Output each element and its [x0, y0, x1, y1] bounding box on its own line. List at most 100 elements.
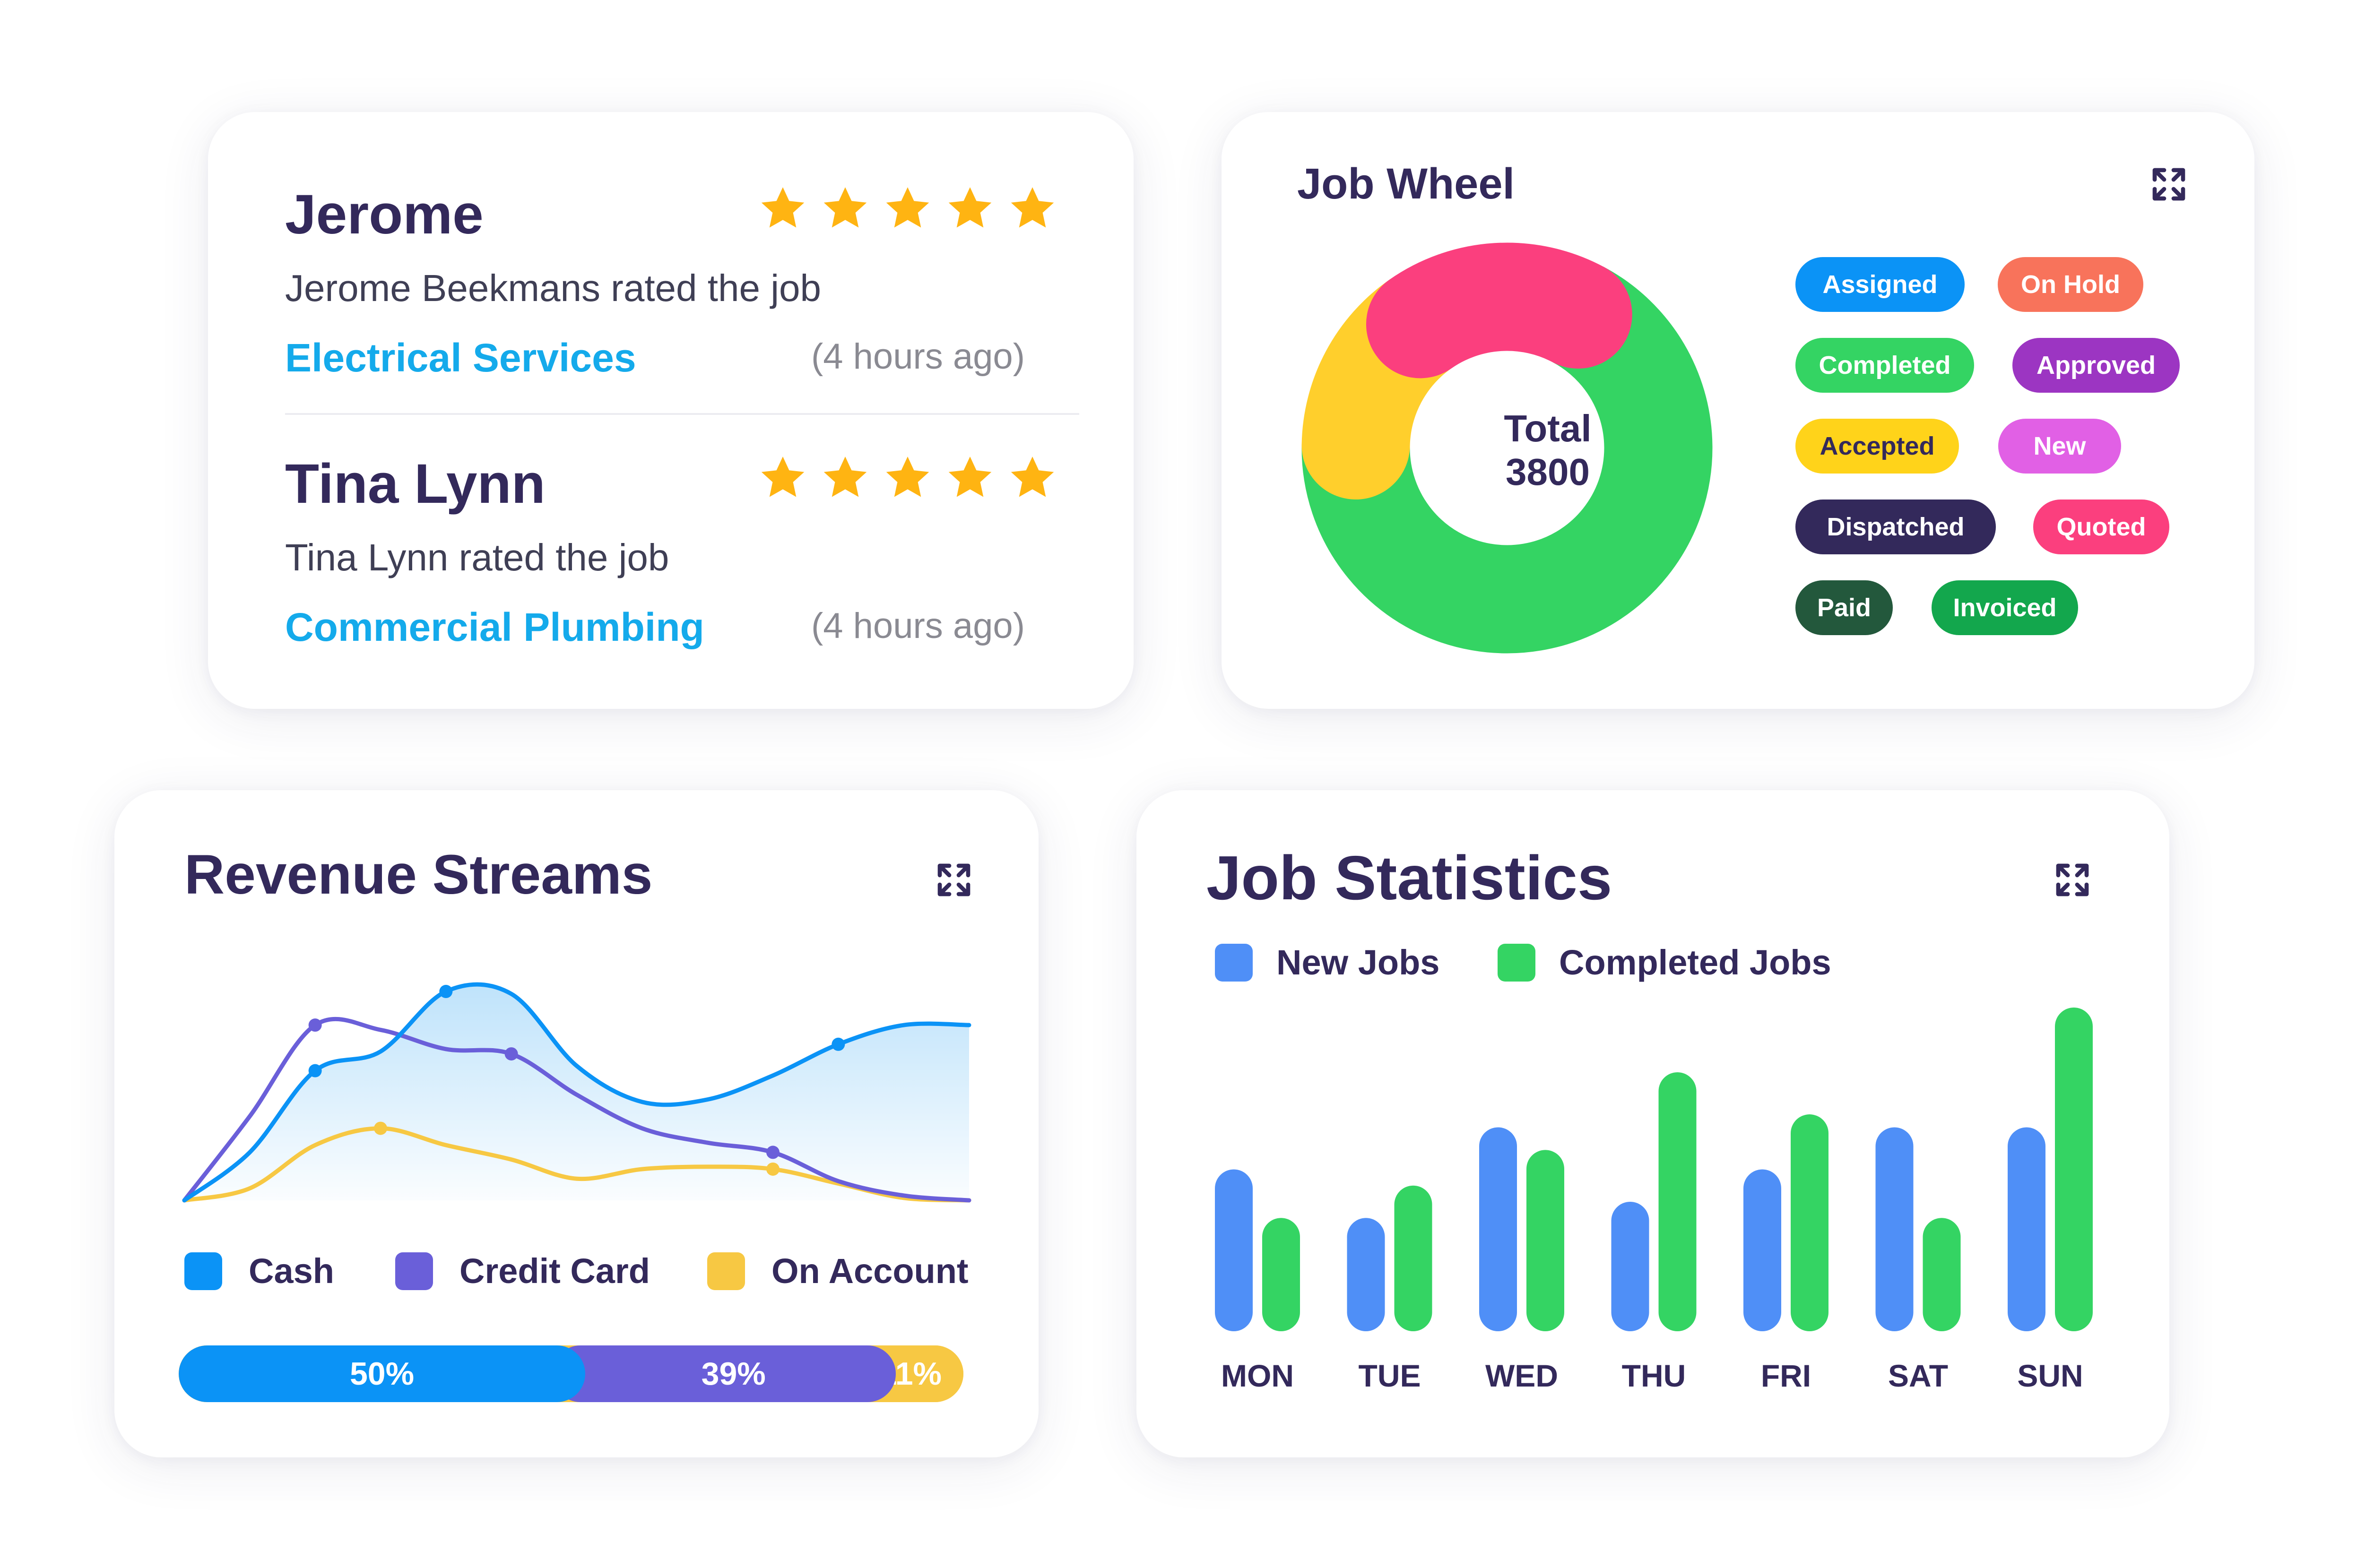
- breakdown-segment-cash: 50%: [179, 1345, 585, 1402]
- star-icon: [886, 187, 929, 228]
- star-rating: [758, 453, 1057, 503]
- donut-slice: [1366, 242, 1632, 379]
- legend-item-completed-jobs: Completed Jobs: [1498, 944, 1831, 982]
- x-axis-label: MON: [1221, 1358, 1294, 1393]
- legend-item-cash: Cash: [184, 1252, 334, 1290]
- donut-chart: [1301, 242, 1713, 654]
- legend-item-on-account: On Account: [707, 1252, 969, 1290]
- bar: [1743, 1169, 1781, 1331]
- x-axis-label: SAT: [1888, 1358, 1948, 1393]
- data-point: [832, 1037, 845, 1051]
- data-point: [766, 1146, 780, 1159]
- revenue-streams-card: Revenue Streams Cash Credit Card On Acco…: [114, 790, 1039, 1457]
- data-point: [374, 1121, 387, 1135]
- star-icon: [823, 187, 867, 228]
- legend-label: On Account: [771, 1251, 969, 1291]
- bar: [1394, 1185, 1432, 1331]
- donut-slice: [1301, 267, 1713, 654]
- card-title: Job Statistics: [1206, 843, 1612, 913]
- status-pill[interactable]: Accepted: [1795, 419, 1959, 474]
- expand-button[interactable]: [935, 861, 973, 899]
- status-pill[interactable]: New: [1998, 419, 2121, 474]
- bar: [1262, 1218, 1300, 1331]
- status-pill[interactable]: Paid: [1795, 580, 1893, 635]
- legend-item-credit-card: Credit Card: [395, 1252, 650, 1290]
- donut-total-value: 3800: [1506, 451, 1590, 493]
- bar: [1923, 1218, 1961, 1331]
- status-pill[interactable]: Quoted: [2033, 500, 2169, 554]
- legend-swatch: [1215, 944, 1253, 982]
- data-point: [308, 1018, 322, 1032]
- status-pill[interactable]: Assigned: [1795, 257, 1965, 312]
- review-description: Jerome Beekmans rated the job: [285, 267, 821, 309]
- star-rating: [758, 184, 1057, 234]
- legend-label: New Jobs: [1276, 943, 1440, 982]
- review-timestamp: (4 hours ago): [811, 336, 1025, 377]
- legend-label: Credit Card: [459, 1251, 650, 1291]
- job-statistics-card: Job Statistics New Jobs Completed Jobs M…: [1136, 790, 2169, 1457]
- bar: [1215, 1169, 1253, 1331]
- data-point: [504, 1047, 518, 1061]
- revenue-area-chart: [182, 982, 971, 1203]
- x-axis-label: TUE: [1359, 1358, 1421, 1393]
- star-icon: [761, 457, 805, 497]
- bar: [1791, 1114, 1828, 1331]
- expand-button[interactable]: [2150, 165, 2188, 203]
- bar: [2008, 1127, 2045, 1331]
- card-title: Job Wheel: [1297, 160, 1515, 208]
- bar: [1875, 1127, 1914, 1331]
- data-point: [439, 985, 453, 999]
- bar: [2055, 1008, 2093, 1331]
- review-timestamp: (4 hours ago): [811, 606, 1025, 646]
- job-link[interactable]: Commercial Plumbing: [285, 605, 704, 649]
- legend-swatch: [395, 1252, 433, 1290]
- donut-total-label: Total: [1504, 407, 1592, 449]
- card-title: Revenue Streams: [184, 844, 653, 906]
- star-icon: [823, 457, 867, 497]
- job-wheel-card: Job Wheel Total 3800 Assigned On Hold Co…: [1222, 112, 2254, 709]
- bar: [1479, 1127, 1517, 1331]
- reviews-card: Jerome Jerome Beekmans rated the job Ele…: [208, 112, 1134, 709]
- star-icon: [1011, 457, 1054, 497]
- data-point: [308, 1064, 322, 1077]
- star-icon: [948, 457, 992, 497]
- status-pill[interactable]: On Hold: [1998, 257, 2143, 312]
- legend-swatch: [707, 1252, 745, 1290]
- expand-icon: [2056, 863, 2089, 896]
- legend-item-new-jobs: New Jobs: [1215, 944, 1439, 982]
- bar: [1526, 1150, 1564, 1331]
- status-pill[interactable]: Approved: [2012, 338, 2180, 393]
- reviewer-name: Jerome: [285, 183, 484, 246]
- x-axis-label: THU: [1622, 1358, 1686, 1393]
- expand-icon: [2152, 168, 2185, 201]
- series-line: [182, 1126, 971, 1203]
- divider: [285, 413, 1079, 415]
- breakdown-segment-credit-card: 39%: [552, 1345, 896, 1402]
- revenue-breakdown-bar: 11% 39% 50%: [179, 1345, 963, 1402]
- series-line: [182, 1017, 971, 1203]
- star-icon: [886, 457, 929, 497]
- bar: [1658, 1072, 1697, 1331]
- reviewer-name: Tina Lynn: [285, 453, 546, 515]
- star-icon: [1011, 187, 1054, 228]
- bar: [1347, 1218, 1385, 1331]
- expand-button[interactable]: [2054, 861, 2091, 899]
- legend-label: Cash: [249, 1251, 334, 1291]
- job-statistics-bar-chart: MON TUE WED THU FRI SAT SUN: [1215, 1008, 2093, 1393]
- status-pill[interactable]: Invoiced: [1932, 580, 2078, 635]
- x-axis-label: FRI: [1761, 1358, 1811, 1393]
- job-link[interactable]: Electrical Services: [285, 336, 636, 380]
- legend-label: Completed Jobs: [1559, 943, 1831, 982]
- star-icon: [948, 187, 992, 228]
- bar: [1611, 1202, 1649, 1331]
- status-pill[interactable]: Dispatched: [1795, 500, 1996, 554]
- review-description: Tina Lynn rated the job: [285, 536, 669, 578]
- legend-swatch: [1498, 944, 1535, 982]
- data-point: [766, 1162, 780, 1176]
- x-axis-label: SUN: [2017, 1358, 2083, 1393]
- expand-icon: [937, 863, 971, 896]
- legend-swatch: [184, 1252, 222, 1290]
- status-pill[interactable]: Completed: [1795, 338, 1974, 393]
- x-axis-label: WED: [1485, 1358, 1558, 1393]
- star-icon: [761, 187, 805, 228]
